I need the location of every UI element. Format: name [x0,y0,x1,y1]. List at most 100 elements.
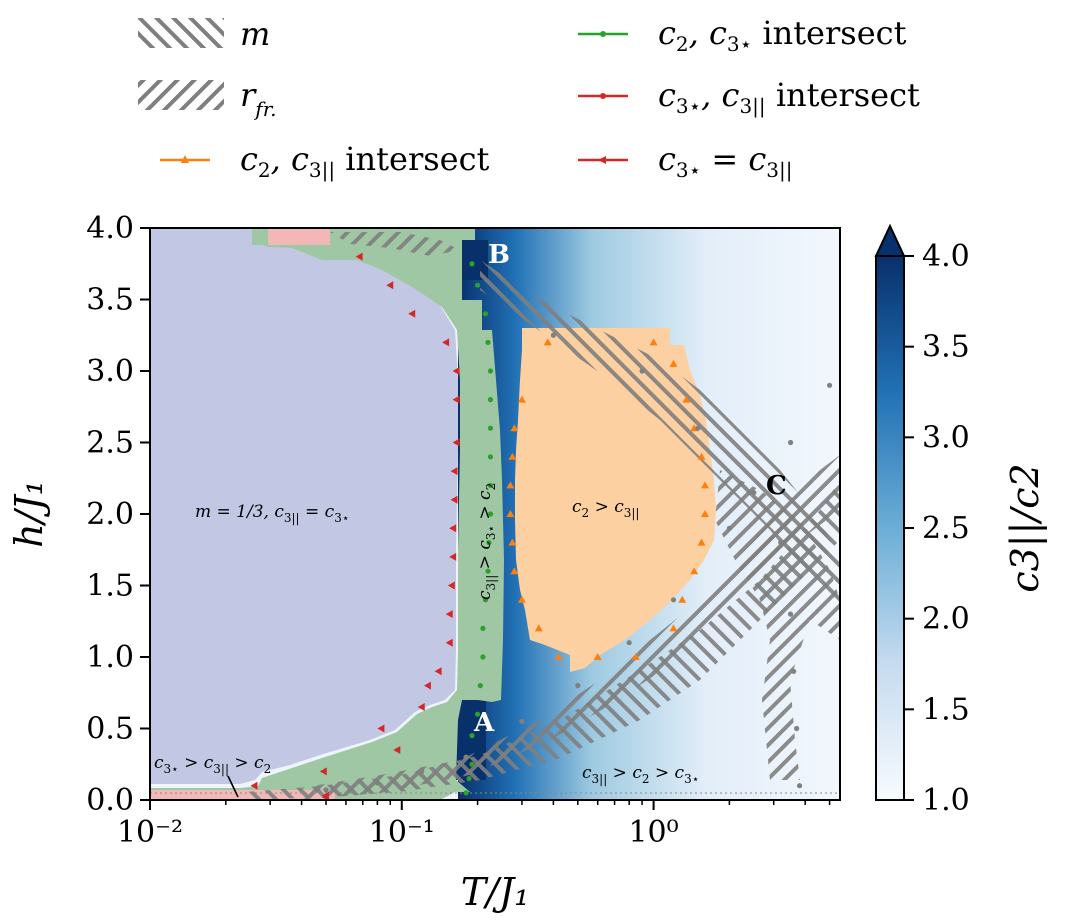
colorbar-tick-label: 3.0 [922,420,970,455]
point-label-B: B [488,240,510,270]
legend-item-rfr: rfr. [138,76,276,121]
y-tick-label: 4.0 [86,211,134,246]
data-point [477,683,483,689]
plot-area: m = 1/3, c3|| = c3⋆ c2 > c3|| c3|| > c3⋆… [150,228,840,800]
data-point [321,793,329,800]
annotation-vertical: c3|| > c3⋆ > c2 [475,483,498,600]
data-point [487,454,494,460]
y-tick-label: 0.5 [86,712,134,747]
data-point [487,368,494,374]
data-point [319,767,327,776]
colorbar-extend-arrow [874,223,906,257]
data-point [469,761,475,767]
data-point [434,667,442,676]
data-point [423,681,431,690]
colorbar-tick-label: 1.0 [922,783,970,818]
y-tick-label: 1.5 [86,569,134,604]
data-point [480,654,486,660]
colorbar: 1.0 1.5 2.0 2.5 3.0 3.5 4.0 c3||/c2 [874,223,1047,818]
colorbar-ticks: 1.0 1.5 2.0 2.5 3.0 3.5 4.0 [904,239,970,818]
data-point [482,597,489,603]
data-point [554,653,563,660]
legend-item-m: m [138,15,270,53]
data-point [377,724,385,733]
legend-label-c2-c3par: c2, c3|| intersect [240,140,490,183]
data-point [778,540,784,546]
data-point [697,538,706,546]
region-pink-bottom [150,790,335,800]
annotation-plateau: m = 1/3, c3|| = c3⋆ [195,502,349,525]
data-point [508,538,517,546]
data-point [791,668,797,674]
y-tick-label: 2.0 [86,497,134,532]
data-point [690,567,699,575]
y-tick-label: 3.5 [86,283,134,318]
colorbar-tick-label: 1.5 [922,692,970,727]
data-point [534,624,543,632]
region-pink-top [268,228,330,245]
data-point [449,552,457,561]
data-point [419,768,425,775]
legend: m rfr. c2, c3|| intersect c2, c3⋆ inters… [138,14,920,183]
data-point [669,359,678,367]
data-point [486,540,492,546]
y-axis-label: h/J₁ [7,480,51,548]
data-point [726,525,732,531]
hatch-rfr-band-upper [330,232,840,780]
legend-item-c2-c3star: c2, c3⋆ intersect [578,14,907,56]
colorbar-tick-label: 2.0 [922,602,970,637]
annotation-pointer [227,775,239,798]
data-point [463,754,469,760]
legend-swatch-rfr [138,80,224,110]
data-point [447,581,455,590]
data-point [452,438,460,447]
legend-label-m: m [240,15,270,53]
legend-label-rfr: rfr. [240,76,276,121]
hatch-m-band-upper [480,260,840,610]
data-point [700,510,709,517]
data-point [670,597,677,603]
data-point [450,495,458,504]
data-point [386,281,394,290]
data-point [543,338,552,346]
data-point [485,339,491,345]
data-point [649,338,658,346]
data-point [474,282,481,288]
x-tick-label: 10⁻¹ [369,815,435,850]
data-point [474,711,481,717]
data-point [510,424,519,432]
x-axis: 10⁻² 10⁻¹ 10⁰ [117,800,831,850]
data-point [575,683,581,689]
data-point [669,624,678,632]
data-point [466,775,472,782]
legend-item-c3star-c3par: c3⋆, c3|| intersect [578,76,920,119]
y-tick-label: 2.5 [86,426,134,461]
data-point [487,425,494,431]
data-point [469,733,475,739]
data-point [550,332,556,338]
data-point [787,439,794,446]
data-point [393,745,401,754]
data-point [445,638,453,647]
data-point [374,780,380,786]
data-point [751,489,757,496]
data-point [487,397,494,403]
marker-layer [250,252,833,800]
data-point [626,640,632,646]
data-point [485,568,491,574]
legend-item-c2-c3par: c2, c3|| intersect [160,140,490,183]
data-point [469,261,475,267]
x-tick-label: 10⁻² [117,815,183,850]
data-point [519,718,525,724]
data-point [452,395,460,404]
data-point [442,338,450,347]
annotation-bottom-right: c3|| > c2 > c3⋆ [582,763,699,786]
colorbar-tick-label: 2.5 [922,511,970,546]
legend-swatch-m [138,18,224,48]
data-point [826,382,833,388]
data-point [682,395,691,403]
data-point [452,367,460,375]
data-point [794,725,800,732]
point-label-C: C [766,471,787,501]
